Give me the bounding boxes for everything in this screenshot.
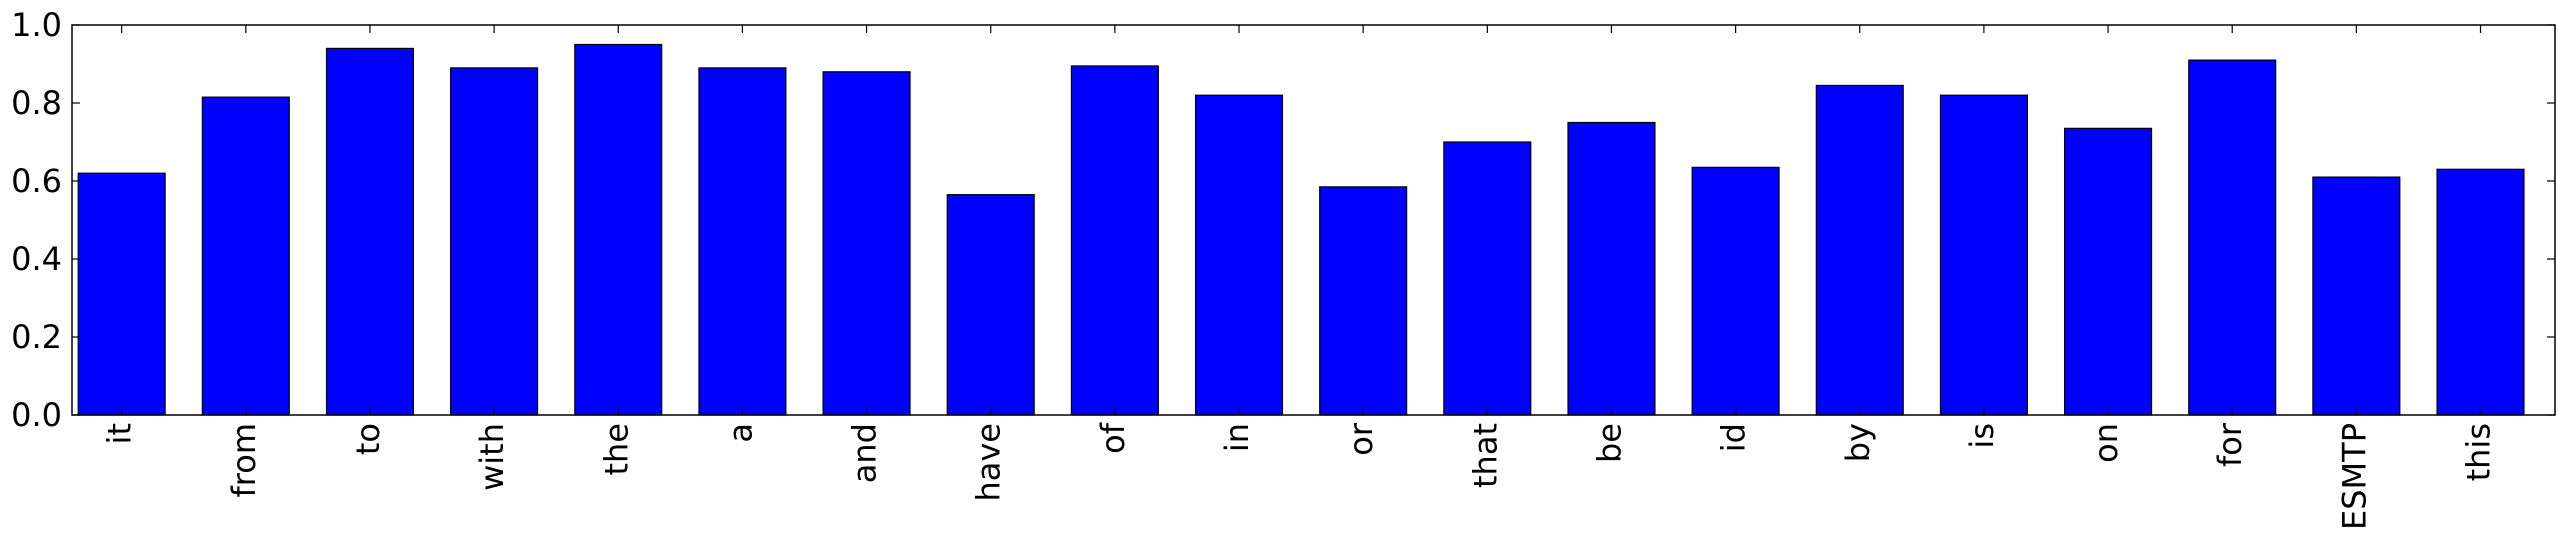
x-tick-label-for: for xyxy=(2211,422,2249,467)
x-tick-label-to: to xyxy=(349,423,387,455)
x-tick-label-of: of xyxy=(1094,422,1132,454)
x-tick-label-the: the xyxy=(597,423,635,476)
bar-to xyxy=(325,47,415,416)
bar-from xyxy=(201,96,290,416)
bar-it xyxy=(77,172,166,416)
bar-id xyxy=(1691,166,1780,416)
x-tick-label-have: have xyxy=(970,423,1008,502)
bar-with xyxy=(450,67,539,416)
bar-or xyxy=(1319,186,1408,416)
x-tick-label-with: with xyxy=(473,423,511,491)
x-tick-labels: it from to with the a and have of in or that be id by i… xyxy=(101,422,2498,530)
bar-and xyxy=(822,71,911,416)
x-tick-label-it: it xyxy=(101,423,139,444)
x-tick-label-be: be xyxy=(1590,423,1628,463)
bar-by xyxy=(1815,84,1904,416)
bar-a xyxy=(698,67,787,416)
x-tick-label-and: and xyxy=(846,423,884,483)
bar-this xyxy=(2436,168,2525,416)
x-tick-label-in: in xyxy=(1218,423,1256,452)
bar-is xyxy=(1939,94,2028,416)
y-tick-label: 1.0 xyxy=(11,6,62,44)
x-tick-label-on: on xyxy=(2087,423,2125,463)
x-tick-label-this: this xyxy=(2460,423,2498,481)
bar-that xyxy=(1443,141,1532,416)
x-tick-label-id: id xyxy=(1715,423,1753,452)
y-tick-label: 0.0 xyxy=(11,396,62,434)
x-tick-label-that: that xyxy=(1466,423,1504,488)
bar-the xyxy=(574,43,663,416)
bar-for xyxy=(2188,59,2277,416)
bars-layer xyxy=(77,43,2525,416)
y-tick-label: 0.2 xyxy=(11,318,62,356)
y-tick-labels: 0.0 0.2 0.4 0.6 0.8 1.0 xyxy=(11,6,62,434)
y-tick-label: 0.4 xyxy=(11,240,62,278)
x-tick-label-ESMTP: ESMTP xyxy=(2335,423,2373,530)
bar-be xyxy=(1567,121,1656,416)
bar-have xyxy=(946,194,1035,416)
x-tick-label-from: from xyxy=(225,423,263,497)
x-tick-label-is: is xyxy=(1963,423,2001,449)
x-tick-label-by: by xyxy=(1839,423,1877,462)
bar-on xyxy=(2064,127,2153,416)
axis-layer xyxy=(72,24,2555,416)
bar-of xyxy=(1070,65,1159,416)
bar-in xyxy=(1194,94,1284,416)
x-tick-label-a: a xyxy=(721,423,759,443)
plot-frame xyxy=(71,24,2556,416)
y-tick-label: 0.8 xyxy=(11,84,62,122)
x-tick-label-or: or xyxy=(1342,422,1380,456)
y-tick-label: 0.6 xyxy=(11,162,62,200)
bar-ESMTP xyxy=(2312,176,2401,416)
